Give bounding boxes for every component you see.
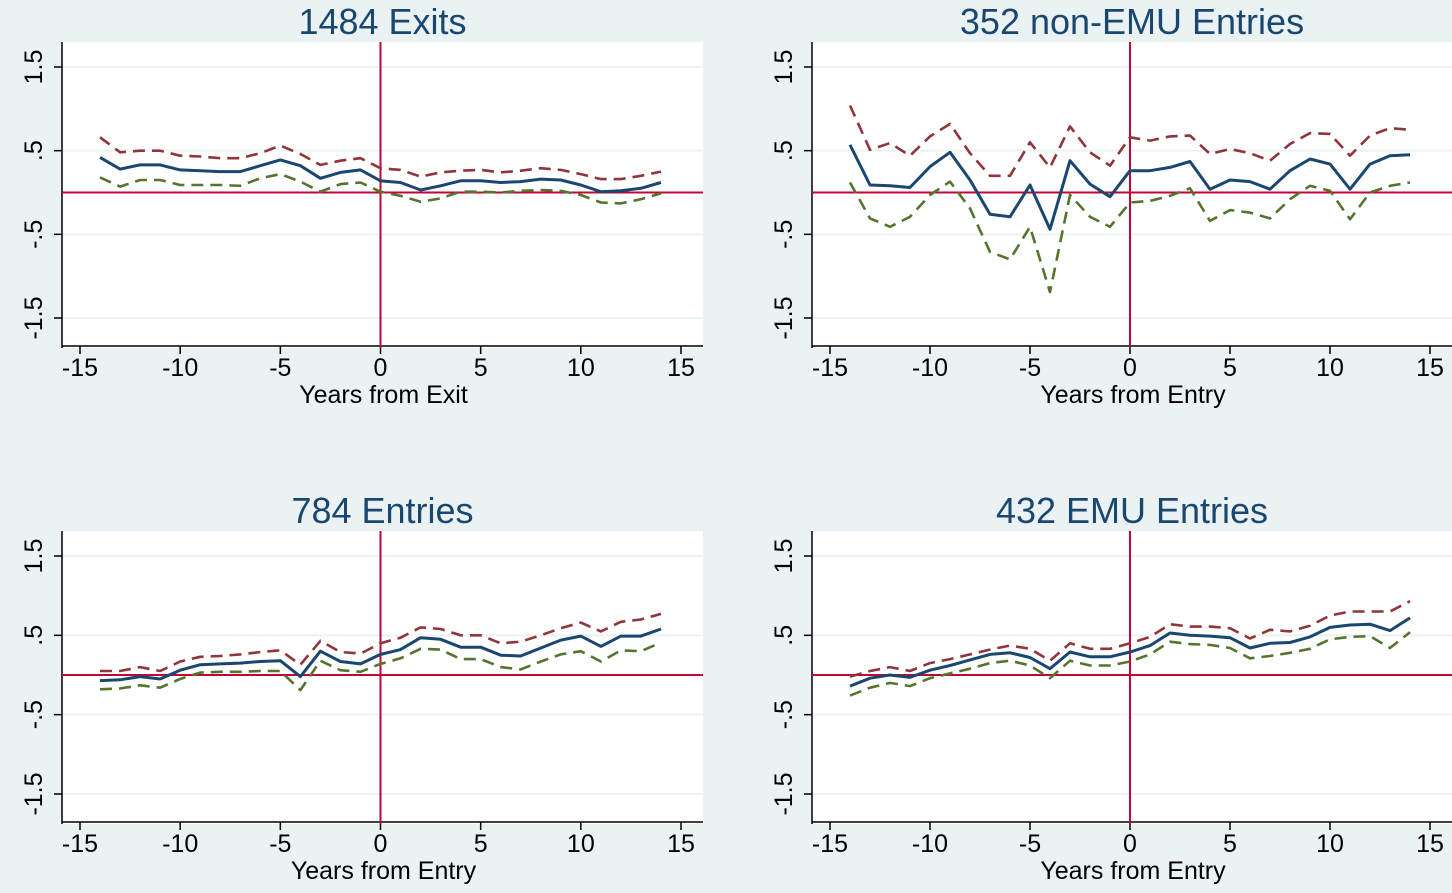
- x-tick-label: -15: [62, 830, 98, 858]
- x-tick-label: -10: [162, 830, 198, 858]
- series-line-estimate: [849, 616, 1411, 688]
- series-line-lower: [99, 641, 662, 692]
- x-tick-label: -10: [912, 354, 948, 382]
- x-tick-label: 15: [1416, 354, 1444, 382]
- y-tick-label: .5: [770, 625, 798, 646]
- series-line-upper: [99, 136, 662, 181]
- series-line-upper: [848, 104, 1411, 178]
- series-line-estimate: [99, 156, 662, 194]
- x-tick-label: 0: [1123, 830, 1137, 858]
- x-tick-label: -15: [812, 830, 848, 858]
- y-tick-label: 1.5: [20, 50, 48, 85]
- panels: 1484 Exits -1.5 -.5 .5 1.5 -15 -10 -5 0 5 10 15 Year…: [20, 1, 1452, 885]
- series-line-lower: [849, 631, 1411, 697]
- y-tick-label: 1.5: [20, 539, 48, 574]
- series-line-lower: [99, 172, 662, 205]
- x-tick-label: 10: [567, 354, 595, 382]
- x-tick-label: -5: [1019, 830, 1041, 858]
- series-line-estimate: [99, 627, 662, 683]
- x-tick-label: 0: [374, 830, 388, 858]
- x-tick-label: 5: [1223, 830, 1237, 858]
- panel-title: 784 Entries: [291, 490, 473, 531]
- series-line-upper: [100, 612, 662, 673]
- chart-panel-2: 352 non-EMU Entries -1.5 -.5 .5 1.5 -15 -10 -5 0…: [770, 1, 1452, 409]
- x-tick-label: -10: [162, 354, 198, 382]
- x-axis-title: Years from Exit: [299, 381, 468, 409]
- x-tick-label: 0: [374, 354, 388, 382]
- x-tick-label: 10: [1316, 830, 1344, 858]
- plot-area: [62, 531, 703, 824]
- x-tick-label: -5: [1019, 354, 1041, 382]
- y-tick-label: -1.5: [20, 296, 48, 339]
- x-axis-title: Years from Entry: [1040, 857, 1226, 885]
- panel-title: 352 non-EMU Entries: [960, 1, 1304, 42]
- y-tick-label: -.5: [20, 700, 48, 729]
- x-tick-label: 10: [567, 830, 595, 858]
- x-tick-label: -15: [812, 354, 848, 382]
- plot-area: [62, 42, 703, 348]
- x-tick-label: -10: [912, 830, 948, 858]
- x-axis-title: Years from Entry: [1040, 381, 1226, 409]
- x-tick-label: -15: [62, 354, 98, 382]
- series-line-estimate: [848, 144, 1411, 231]
- y-tick-label: -1.5: [770, 772, 798, 815]
- series-line-upper: [849, 600, 1411, 678]
- plot-area: [812, 531, 1452, 824]
- x-tick-label: 10: [1316, 354, 1344, 382]
- y-tick-label: .5: [770, 140, 798, 161]
- panel-title: 432 EMU Entries: [996, 490, 1268, 531]
- y-tick-label: -.5: [20, 220, 48, 249]
- x-tick-label: -5: [269, 354, 291, 382]
- x-tick-label: 15: [1416, 830, 1444, 858]
- x-tick-label: -5: [269, 830, 291, 858]
- panel-title: 1484 Exits: [298, 1, 466, 42]
- x-tick-label: 15: [667, 830, 695, 858]
- y-tick-label: -.5: [770, 700, 798, 729]
- y-tick-label: -1.5: [770, 296, 798, 339]
- x-tick-label: 5: [1223, 354, 1237, 382]
- y-tick-label: -1.5: [20, 772, 48, 815]
- y-tick-label: .5: [20, 625, 48, 646]
- y-tick-label: .5: [20, 140, 48, 161]
- y-tick-label: 1.5: [770, 50, 798, 85]
- x-tick-label: 0: [1123, 354, 1137, 382]
- x-axis-title: Years from Entry: [291, 857, 477, 885]
- x-tick-label: 5: [474, 830, 488, 858]
- plot-area: [812, 42, 1452, 348]
- y-tick-label: 1.5: [770, 539, 798, 574]
- y-tick-label: -.5: [770, 220, 798, 249]
- chart-panel-3: 784 Entries -1.5 -.5 .5 1.5 -15 -10 -5 0 5 10 15 Yea…: [20, 490, 703, 885]
- x-tick-label: 15: [667, 354, 695, 382]
- x-tick-label: 5: [474, 354, 488, 382]
- chart-panel-4: 432 EMU Entries -1.5 -.5 .5 1.5 -15 -10 -5 0 5 10 1…: [770, 490, 1452, 885]
- chart-panel-1: 1484 Exits -1.5 -.5 .5 1.5 -15 -10 -5 0 5 10 15 Year…: [20, 1, 703, 409]
